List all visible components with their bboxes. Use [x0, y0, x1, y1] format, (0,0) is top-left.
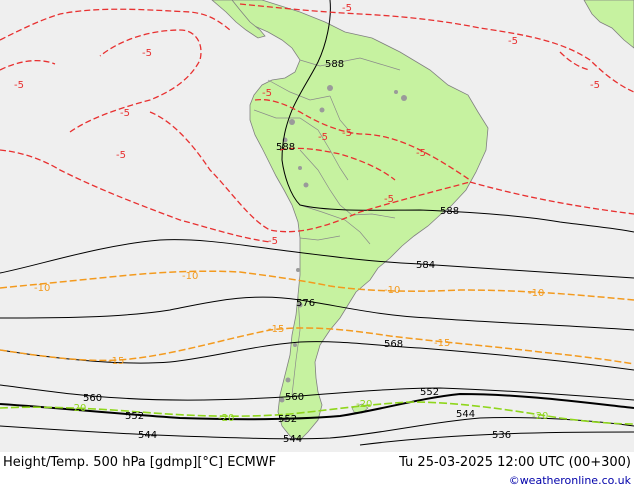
temp-label: -15: [108, 356, 124, 367]
country-borders: [253, 57, 401, 396]
south-america-land: [221, 0, 489, 441]
temp-minus20-labels: -20 -20 -20 -20: [70, 399, 548, 424]
terrain-shading: [279, 85, 407, 422]
temp-label: -10: [182, 271, 198, 282]
contour-584: [0, 239, 634, 279]
height-label: 544: [456, 409, 475, 420]
temp-label: -15: [434, 338, 450, 349]
credit-link[interactable]: ©weatheronline.co.uk: [508, 474, 631, 487]
temp-label: -15: [268, 324, 284, 335]
height-labels: 588 588 588 584 576 568 560 560 552 552 …: [83, 59, 511, 445]
height-label: 584: [416, 260, 435, 271]
temp-label: -5: [342, 128, 352, 139]
height-contours: [0, 0, 634, 446]
temp-minus5-labels: -5 -5 -5 -5 -5 -5 -5 -5 -5 -5 -5 -5 -5: [14, 3, 600, 247]
temp-minus15-contours: [0, 327, 634, 365]
temp-label: -20: [70, 403, 86, 414]
contour-560: [0, 384, 634, 401]
temp-label: -5: [508, 36, 518, 47]
temp-label: -5: [142, 48, 152, 59]
valid-time: Tu 25-03-2025 12:00 UTC (00+300): [399, 455, 631, 470]
temp-minus20-contours: [0, 401, 634, 425]
temp-minus10-contours: [0, 270, 634, 301]
central-america-land: [211, 0, 266, 39]
temp-label: -5: [318, 132, 328, 143]
height-label: 552: [420, 387, 439, 398]
height-label: 576: [296, 298, 315, 309]
temp-label: -5: [116, 150, 126, 161]
temp-label: -10: [384, 285, 400, 296]
temp-label: -20: [218, 413, 234, 424]
temp-label: -5: [416, 148, 426, 159]
height-label: 560: [285, 392, 304, 403]
contour-576: [0, 296, 634, 331]
temp-minus10-15-labels: -10 -10 -10 -10 -15 -15 -15: [34, 271, 544, 367]
florida-land: [583, 0, 634, 49]
height-label: 588: [276, 142, 295, 153]
temp-label: -5: [120, 108, 130, 119]
temp-label: -10: [528, 288, 544, 299]
contour-568: [0, 341, 634, 371]
height-label: 544: [283, 434, 302, 445]
temp-label: -5: [14, 80, 24, 91]
temp-label: -10: [34, 283, 50, 294]
height-label: 568: [384, 339, 403, 350]
height-label: 552: [278, 414, 297, 425]
temp-label: -20: [532, 411, 548, 422]
contour-552: [0, 392, 634, 421]
temp-label: -5: [262, 88, 272, 99]
height-label: 588: [440, 206, 459, 217]
contour-536: [359, 431, 634, 446]
temp-label: -20: [356, 399, 372, 410]
height-label: 536: [492, 430, 511, 441]
contour-544: [0, 416, 634, 440]
height-label: 544: [138, 430, 157, 441]
temp-label: -5: [268, 236, 278, 247]
temp-label: -5: [342, 3, 352, 14]
height-label: 588: [325, 59, 344, 70]
map-title: Height/Temp. 500 hPa [gdmp][°C] ECMWF: [3, 455, 277, 470]
temp-label: -5: [590, 80, 600, 91]
temp-label: -5: [384, 194, 394, 205]
height-label: 552: [125, 411, 144, 422]
temp-minus5-contours: [0, 3, 634, 243]
height-label: 560: [83, 393, 102, 404]
contour-588-north: [281, 0, 634, 233]
